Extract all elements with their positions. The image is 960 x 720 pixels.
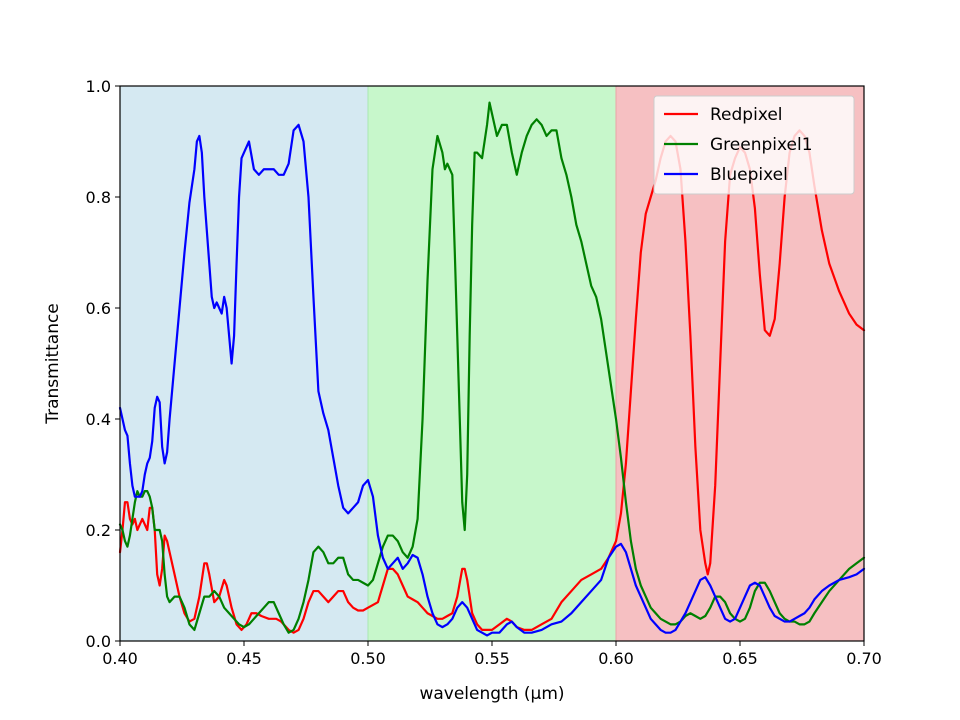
legend: Redpixel Greenpixel1 Bluepixel [653,95,855,195]
y-tick-label: 0.4 [86,410,111,429]
y-tick-label: 0.2 [86,521,111,540]
x-tick-label: 0.70 [846,649,882,668]
x-tick-label: 0.50 [350,649,386,668]
legend-box [653,95,855,195]
y-tick-label: 0.6 [86,299,111,318]
x-tick-label: 0.60 [598,649,634,668]
y-axis-label: Transmittance [43,303,63,425]
y-tick-label: 1.0 [86,77,111,96]
series-lines [118,101,866,637]
legend-label: Bluepixel [710,165,788,185]
x-tick-label: 0.40 [102,649,138,668]
series-line-greenpixel1 [118,101,866,634]
series-line-redpixel [118,129,866,634]
legend-label: Redpixel [710,105,783,125]
band-1 [367,85,617,642]
legend-entry-greenpixel1: Greenpixel1 [664,135,813,155]
legend-items: Redpixel Greenpixel1 Bluepixel [664,105,813,185]
y-axis-ticks: 0.0 0.2 0.4 0.6 0.8 1.0 [86,77,120,651]
x-axis-ticks: 0.40 0.45 0.50 0.55 0.60 0.65 0.70 [102,641,882,668]
y-tick-label: 0.8 [86,188,111,207]
y-tick-label: 0.0 [86,632,111,651]
series-line-bluepixel [118,123,866,637]
x-axis-label: wavelength (μm) [419,684,564,704]
band-0 [119,85,369,642]
x-tick-label: 0.65 [722,649,758,668]
x-tick-label: 0.55 [474,649,510,668]
legend-entry-redpixel: Redpixel [664,105,783,125]
x-tick-label: 0.45 [226,649,262,668]
legend-entry-bluepixel: Bluepixel [664,165,788,185]
legend-label: Greenpixel1 [710,135,813,155]
